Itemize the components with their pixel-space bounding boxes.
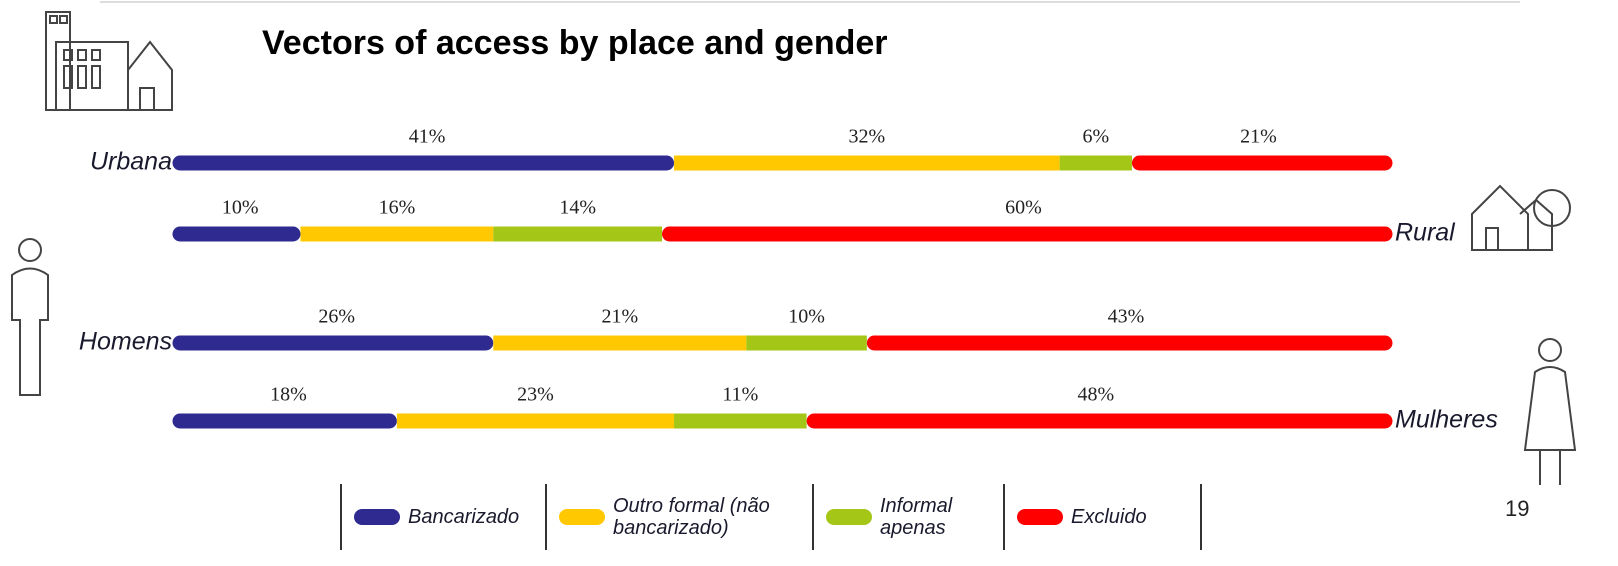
- value-label: 10%: [788, 306, 825, 328]
- legend-label: Excluido: [1071, 506, 1147, 528]
- chart-title: Vectors of access by place and gender: [262, 24, 888, 62]
- woman-icon: [1523, 338, 1577, 485]
- bar-segment: [1059, 155, 1132, 171]
- legend-swatch: [354, 509, 400, 525]
- value-label: 16%: [379, 197, 416, 219]
- value-label: 23%: [517, 384, 554, 406]
- category-label: Mulheres: [1395, 406, 1498, 434]
- bar-segment: [493, 226, 662, 242]
- bar-segment: [674, 413, 807, 429]
- value-label: 21%: [1240, 126, 1277, 148]
- value-label: 10%: [222, 197, 259, 219]
- category-label: Homens: [79, 328, 172, 356]
- value-label: 41%: [409, 126, 446, 148]
- page-number: 19: [1505, 496, 1529, 521]
- value-label: 43%: [1108, 306, 1145, 328]
- legend-item: Bancarizado: [342, 484, 547, 550]
- legend-swatch: [559, 509, 605, 525]
- bar-segment: [172, 155, 675, 171]
- legend: Bancarizado Outro formal (não bancarizado…: [340, 484, 1202, 550]
- city-icon: [45, 11, 173, 111]
- legend-swatch: [1017, 509, 1063, 525]
- bar-segment: [172, 226, 301, 242]
- category-label: Rural: [1395, 219, 1456, 247]
- legend-item: Excluido: [1005, 484, 1202, 550]
- bar-segment: [172, 413, 397, 429]
- bar-segment: [300, 226, 494, 242]
- value-label: 26%: [318, 306, 355, 328]
- category-label: Urbana: [90, 148, 172, 176]
- legend-label: Bancarizado: [408, 506, 520, 528]
- value-label: 48%: [1077, 384, 1114, 406]
- bar-segment: [493, 335, 747, 351]
- value-label: 32%: [849, 126, 886, 148]
- bar-segment: [172, 335, 494, 351]
- man-icon: [11, 238, 49, 396]
- legend-item: Informal apenas: [814, 484, 1005, 550]
- legend-label: Informal apenas: [880, 495, 953, 539]
- value-label: 21%: [601, 306, 638, 328]
- legend-item: Outro formal (não bancarizado): [547, 484, 814, 550]
- value-label: 60%: [1005, 197, 1042, 219]
- rural-icon: [1471, 184, 1571, 251]
- value-label: 18%: [270, 384, 307, 406]
- value-label: 6%: [1082, 126, 1109, 148]
- bar-segment: [806, 413, 1393, 429]
- bar-segment: [1131, 155, 1393, 171]
- value-label: 14%: [559, 197, 596, 219]
- bar-segment: [396, 413, 675, 429]
- bar-segment: [866, 335, 1393, 351]
- legend-label: Outro formal (não bancarizado): [613, 495, 770, 539]
- bar-segment: [674, 155, 1060, 171]
- bar-segment: [746, 335, 867, 351]
- value-label: 11%: [722, 384, 758, 406]
- bar-segment: [662, 226, 1393, 242]
- legend-swatch: [826, 509, 872, 525]
